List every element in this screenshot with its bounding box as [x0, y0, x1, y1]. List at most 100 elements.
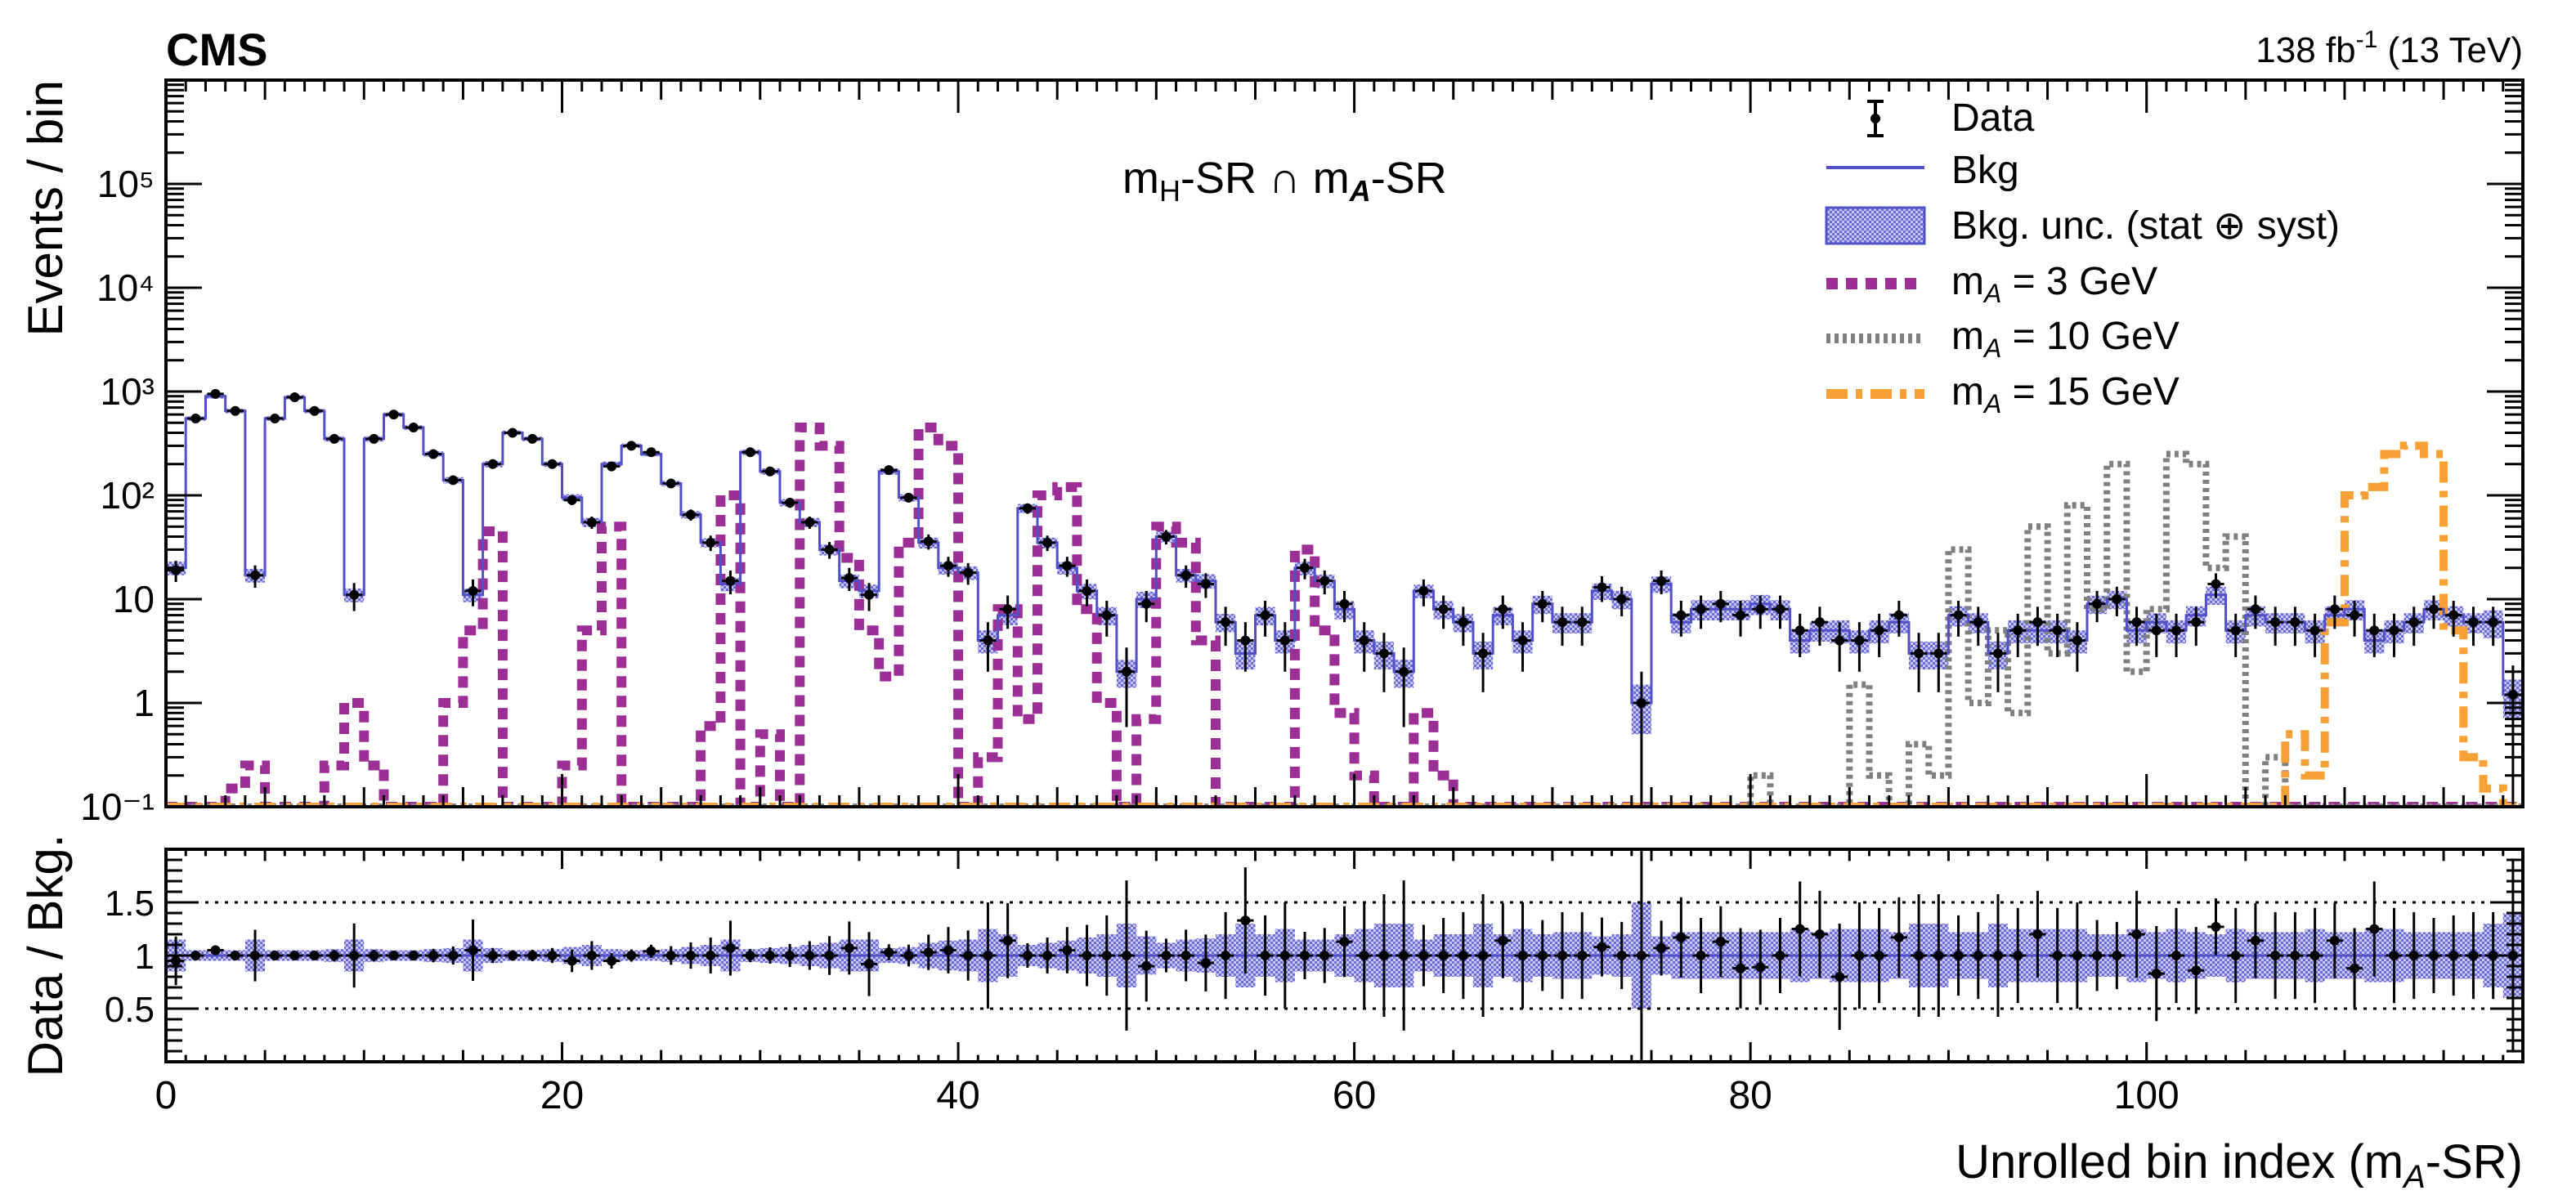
data-point: [880, 465, 898, 476]
data-marker: [1914, 648, 1924, 659]
data-marker: [824, 544, 835, 555]
ratio-point: [1494, 902, 1512, 978]
data-point: [1553, 606, 1571, 647]
ratio-point: [1772, 918, 1789, 993]
ratio-marker: [1973, 951, 1983, 960]
data-point: [1019, 503, 1036, 514]
data-point: [2306, 613, 2323, 657]
ratio-point: [1158, 938, 1175, 973]
ratio-marker: [1418, 951, 1429, 960]
ratio-point: [2425, 918, 2443, 993]
ratio-marker: [1141, 961, 1152, 971]
ratio-point: [682, 942, 700, 969]
data-point: [960, 562, 977, 585]
ratio-point: [2247, 902, 2265, 978]
data-marker: [1775, 604, 1785, 615]
data-marker: [1062, 561, 1073, 571]
ratio-point: [1633, 849, 1651, 1062]
ratio-point: [1692, 918, 1709, 993]
ratio-point: [1038, 938, 1056, 973]
ratio-point: [1514, 902, 1531, 1009]
legend-10gev-label: mA = 10 GeV: [1951, 315, 2180, 363]
data-marker: [1656, 575, 1667, 586]
data-marker: [1874, 625, 1884, 636]
data-marker: [983, 635, 993, 646]
main-ylabel: Events / bin: [18, 80, 73, 337]
data-marker: [1736, 610, 1746, 620]
data-marker: [1992, 648, 2003, 659]
data-marker: [527, 433, 538, 444]
data-point: [2484, 606, 2502, 647]
data-marker: [2211, 579, 2221, 589]
data-marker: [567, 495, 577, 505]
data-point: [2465, 606, 2482, 647]
data-marker: [646, 447, 656, 458]
data-marker: [1141, 598, 1152, 609]
data-point: [2188, 606, 2205, 647]
data-point: [2029, 606, 2046, 647]
ratio-marker: [1874, 951, 1884, 960]
y-tick-label: 1: [133, 682, 155, 724]
ratio-point: [2167, 907, 2185, 1004]
ratio-marker: [1854, 951, 1865, 960]
ratio-marker: [983, 951, 993, 960]
ratio-marker: [428, 951, 439, 960]
data-marker: [1221, 617, 1231, 628]
ratio-point: [920, 934, 937, 970]
data-point: [1296, 558, 1314, 580]
x-tick-label: 20: [540, 1074, 584, 1117]
data-point: [1791, 613, 1808, 657]
ratio-point: [1989, 893, 2007, 1018]
data-point: [445, 475, 462, 486]
ratio-marker: [1378, 951, 1389, 960]
ratio-point: [2148, 925, 2165, 1022]
ratio-point: [2009, 907, 2027, 1004]
ratio-marker: [1339, 937, 1350, 947]
x-tick-label: 60: [1333, 1074, 1376, 1117]
ratio-point: [1811, 890, 1829, 978]
data-point: [544, 459, 561, 469]
ratio-point: [623, 949, 640, 962]
ratio-marker: [1577, 951, 1588, 960]
data-point: [2345, 600, 2363, 637]
data-point: [583, 516, 600, 529]
data-point: [1969, 606, 1987, 647]
ratio-marker: [1835, 972, 1845, 982]
data-point: [484, 459, 501, 469]
data-point: [662, 478, 679, 489]
data-marker: [1478, 648, 1489, 659]
data-marker: [923, 536, 934, 547]
data-point: [187, 413, 204, 423]
data-point: [2445, 600, 2462, 637]
ratio-y-tick-label: 0.5: [105, 990, 155, 1030]
data-marker: [2290, 617, 2300, 628]
data-marker: [507, 427, 517, 438]
data-point: [623, 441, 640, 451]
data-marker: [2408, 617, 2419, 628]
data-marker: [1794, 625, 1805, 636]
data-marker: [369, 433, 379, 444]
ratio-marker: [270, 951, 280, 960]
ratio-point: [484, 947, 501, 964]
data-point: [1038, 535, 1056, 552]
ratio-point: [306, 951, 323, 960]
ratio-point: [464, 919, 482, 982]
data-point: [2386, 613, 2403, 657]
ratio-marker: [1042, 951, 1053, 960]
ratio-marker: [2309, 951, 2320, 960]
data-marker: [309, 405, 320, 416]
data-point: [900, 492, 917, 503]
ratio-point: [1336, 906, 1353, 978]
ratio-point: [1930, 893, 1947, 1018]
data-marker: [1180, 570, 1191, 580]
ratio-point: [2207, 898, 2224, 956]
data-marker: [2488, 617, 2498, 628]
x-tick-label: 100: [2114, 1074, 2180, 1117]
data-marker: [1814, 617, 1825, 628]
data-point: [2366, 613, 2383, 657]
main-frame: [164, 78, 2524, 808]
ratio-point: [1553, 911, 1571, 1000]
data-point: [2425, 595, 2443, 629]
ratio-point: [1851, 902, 1868, 1009]
data-marker: [1517, 635, 1528, 646]
